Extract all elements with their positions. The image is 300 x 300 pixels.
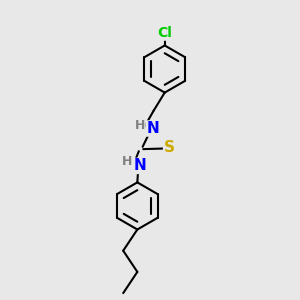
Text: S: S [164,140,175,155]
Text: H: H [134,119,145,132]
Text: N: N [146,121,159,136]
Text: N: N [133,158,146,173]
Text: Cl: Cl [157,26,172,40]
Text: H: H [122,155,133,168]
